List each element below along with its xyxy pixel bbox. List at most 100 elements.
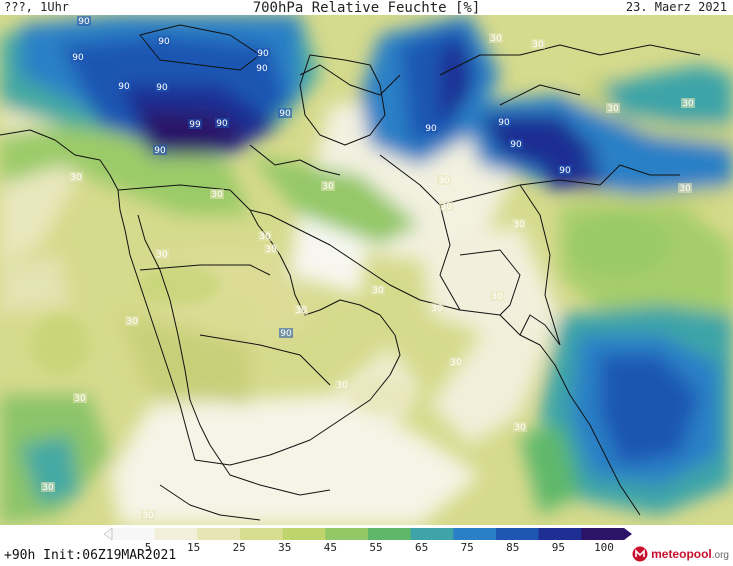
contour-label: 90: [256, 64, 268, 74]
contour-label-bg: [155, 249, 169, 259]
contour-label: 30: [265, 245, 277, 255]
colorbar-swatch: [154, 528, 198, 540]
contour-label: 30: [607, 104, 619, 114]
contour-label: 90: [425, 124, 437, 134]
contour-label: 30: [211, 190, 223, 200]
contour-label: 30: [372, 286, 384, 296]
contour-label-bg: [489, 33, 503, 43]
contour-label-bg: [430, 303, 444, 313]
colorbar-swatch: [453, 528, 497, 540]
contour-label: 90: [78, 17, 90, 27]
colorbar-swatch: [410, 528, 454, 540]
colorbar-tick-label: 100: [594, 541, 614, 554]
colorbar-swatch: [368, 528, 412, 540]
colorbar-max-arrow: [624, 528, 632, 540]
humidity-detail: [30, 215, 670, 413]
contour-label-bg: [531, 39, 545, 49]
contour-label-bg: [321, 181, 335, 191]
meteopool-logo-text: meteopool.org: [651, 547, 729, 561]
contour-label-bg: [255, 63, 269, 73]
contour-label: 30: [156, 250, 168, 260]
contour-label: 30: [490, 34, 502, 44]
humidity-map: 90 90 90 90 90 90 90 90 99 90 90 90 30 30 30 30 30 30 30 30…: [0, 15, 733, 525]
contour-label: 30: [259, 232, 271, 242]
contour-label-bg: [335, 380, 349, 390]
contour-label: 90: [216, 119, 228, 129]
contour-label-bg: [437, 175, 451, 185]
contour-label: 30: [532, 40, 544, 50]
contour-label-bg: [155, 82, 169, 92]
contour-label: 30: [74, 394, 86, 404]
contour-label: 30: [440, 202, 452, 212]
contour-label-bg: [210, 189, 224, 199]
contour-label-bg: [258, 231, 272, 241]
colorbar-tick-label: 5: [144, 541, 152, 554]
contour-label: 30: [679, 184, 691, 194]
contour-label-bg: [279, 328, 293, 338]
colorbar-swatch: [325, 528, 369, 540]
model-run-label: +90h Init:06Z19MAR2021: [4, 548, 177, 563]
contour-label: 30: [514, 423, 526, 433]
valid-date: 23. Maerz 2021: [625, 0, 727, 14]
contour-label: 30: [336, 381, 348, 391]
color-scale-bar: [104, 528, 632, 540]
contour-label: 90: [154, 146, 166, 156]
contour-label: 30: [142, 511, 154, 521]
contour-label-bg: [73, 393, 87, 403]
contour-label-bg: [141, 510, 155, 520]
contour-label-bg: [513, 422, 527, 432]
colorbar-swatch: [240, 528, 284, 540]
colorbar-swatch: [538, 528, 582, 540]
contour-label: 30: [438, 176, 450, 186]
contour-label-bg: [497, 117, 511, 127]
contour-label-bg: [264, 244, 278, 254]
contour-label: 90: [156, 83, 168, 93]
colorbar-swatch: [581, 528, 625, 540]
colorbar-tick-label: 55: [369, 541, 383, 554]
colorbar-tick-label: 35: [278, 541, 292, 554]
contour-label-bg: [490, 291, 504, 301]
contour-label-bg: [678, 183, 692, 193]
forecast-day-label: ???, 1Uhr: [4, 0, 70, 14]
contour-label: 30: [513, 220, 525, 230]
contour-label: 90: [559, 166, 571, 176]
contour-label: 30: [491, 292, 503, 302]
contour-label-bg: [153, 145, 167, 155]
contour-label: 30: [450, 358, 462, 368]
contour-label: 30: [70, 173, 82, 183]
contour-label-bg: [188, 119, 202, 129]
map-title: 700hPa Relative Feuchte [%]: [252, 0, 481, 16]
contour-label: 30: [126, 317, 138, 327]
colorbar-tick-label: 85: [506, 541, 520, 554]
contour-label: 90: [279, 109, 291, 119]
contour-label-bg: [157, 36, 171, 46]
contour-label-bg: [256, 48, 270, 58]
contour-label: 30: [322, 182, 334, 192]
contour-label: 90: [72, 53, 84, 63]
contour-label-bg: [512, 219, 526, 229]
contour-label: 90: [257, 49, 269, 59]
contour-label-bg: [71, 52, 85, 62]
meteopool-logo[interactable]: meteopool.org: [632, 545, 729, 563]
contour-label: 30: [295, 306, 307, 316]
contour-label-bg: [117, 81, 131, 91]
contour-label-bg: [509, 139, 523, 149]
contour-label-bg: [424, 123, 438, 133]
colorbar-swatch: [197, 528, 241, 540]
colorbar-min-arrow: [104, 528, 113, 540]
contour-label-bg: [69, 172, 83, 182]
contour-label: 30: [431, 304, 443, 314]
colorbar-swatch: [282, 528, 326, 540]
contour-label: 30: [42, 483, 54, 493]
contour-label-bg: [215, 118, 229, 128]
contour-label-bg: [439, 201, 453, 211]
colorbar-swatch: [112, 528, 156, 540]
colorbar-tick-label: 95: [551, 541, 566, 554]
contour-label: 90: [510, 140, 522, 150]
contour-label-bg: [558, 165, 572, 175]
meteopool-logo-icon: [632, 546, 648, 562]
contour-label: 90: [280, 329, 292, 339]
contour-label-bg: [125, 316, 139, 326]
colorbar-tick-label: 45: [323, 541, 338, 554]
